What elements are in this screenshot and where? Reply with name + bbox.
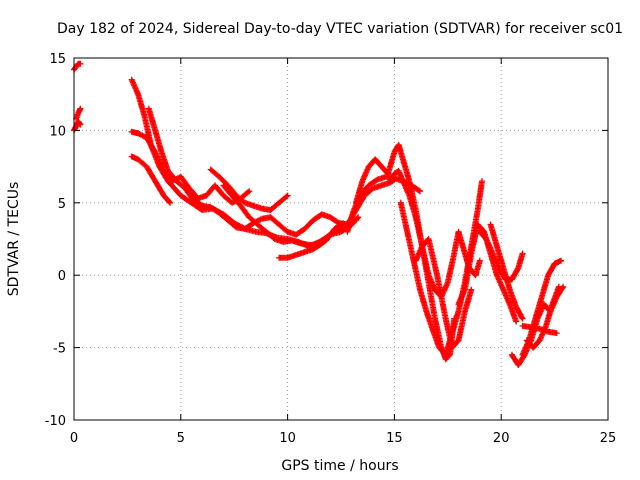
data-markers [519,257,564,358]
gridlines [74,58,608,420]
series-track-i [182,185,359,238]
data-markers [128,153,174,206]
plot-border [73,57,609,421]
series-track-a [71,60,84,73]
x-tick-label: 15 [386,431,403,446]
y-tick-label: -10 [45,414,66,429]
data-points [71,60,567,368]
data-markers [523,283,562,351]
data-markers [487,221,526,322]
series-track-u [519,257,564,358]
y-tick-label: 10 [49,124,66,139]
series-track-m [353,141,458,363]
series-track-r [476,228,526,283]
x-tick-label: 25 [600,431,617,446]
series-track-b [71,118,84,134]
data-markers [476,228,526,283]
series-track-e [128,128,253,206]
series-track-s [487,221,526,322]
series-track-c [73,105,84,122]
x-axis-label: GPS time / hours [281,458,398,474]
data-markers [128,128,253,206]
data-markers [412,236,475,351]
x-tick-label: 5 [177,431,185,446]
data-markers [71,60,84,73]
series-track-h [207,166,291,213]
x-tick-label: 0 [70,431,78,446]
y-tick-label: 0 [58,269,66,284]
series-track-w [523,283,562,351]
data-markers [182,185,359,238]
data-markers [71,118,84,134]
y-tick-label: 15 [49,52,66,67]
chart-title: Day 182 of 2024, Sidereal Day-to-day VTE… [57,21,623,37]
y-tick-label: 5 [58,197,66,212]
y-tick-label: -5 [53,342,66,357]
y-axis-label: SDTVAR / TECUs [6,182,22,297]
data-markers [353,141,458,363]
x-tick-label: 20 [493,431,510,446]
data-markers [73,105,84,122]
series-track-f [128,153,174,206]
x-tick-label: 10 [279,431,296,446]
series-track-p [412,236,475,351]
axis-ticks: 0 5 10 15 20 25 -10 -5 0 5 10 15 [45,52,617,446]
